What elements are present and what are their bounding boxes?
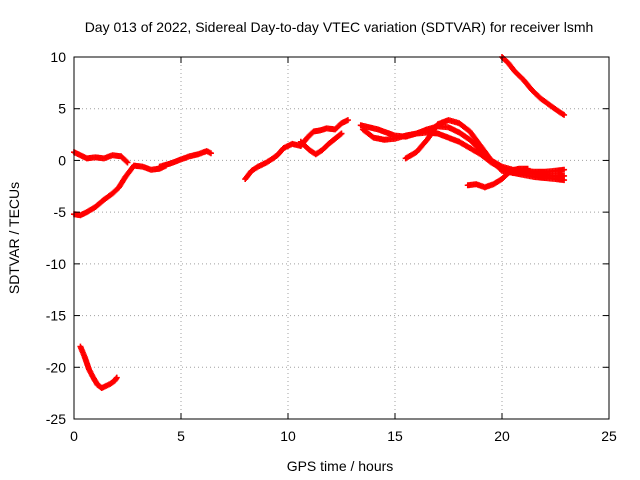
series-arc-2 (71, 162, 170, 219)
y-tick-label: -20 (46, 359, 66, 375)
data-markers (71, 54, 568, 391)
data-point (561, 111, 568, 118)
plot-frame (73, 56, 610, 420)
series-arc-5 (242, 117, 351, 183)
y-tick-label: 10 (50, 49, 66, 65)
axis-ticks: 0 5 10 15 20 25 -25 -20 -15 -10 -5 0 5 10 (46, 49, 617, 444)
y-tick-label: 5 (58, 101, 66, 117)
y-tick-label: -25 (46, 411, 66, 427)
y-tick-label: -5 (54, 204, 67, 220)
grid (74, 57, 609, 419)
data-point (561, 172, 568, 179)
x-tick-label: 5 (177, 428, 185, 444)
chart-title: Day 013 of 2022, Sidereal Day-to-day VTE… (85, 19, 594, 35)
series-arc-3 (77, 343, 120, 391)
data-point (344, 117, 351, 124)
data-point (338, 130, 345, 137)
x-tick-label: 25 (601, 428, 617, 444)
series-arc-1 (71, 149, 131, 166)
x-tick-label: 15 (387, 428, 403, 444)
data-point (337, 131, 344, 138)
series-arc-4 (156, 148, 214, 170)
y-tick-label: -10 (46, 256, 66, 272)
data-point (124, 159, 131, 166)
data-point (561, 166, 568, 173)
series-arc-10 (464, 165, 531, 191)
series-arc-11 (499, 54, 568, 118)
data-point (524, 165, 531, 172)
data-point (123, 158, 130, 165)
x-tick-label: 0 (70, 428, 78, 444)
series-arc-6 (297, 130, 345, 158)
y-axis-label: SDTVAR / TECUs (6, 182, 22, 294)
series-arc-7 (357, 122, 568, 175)
x-tick-label: 20 (494, 428, 510, 444)
y-tick-label: -15 (46, 308, 66, 324)
y-tick-label: 0 (58, 152, 66, 168)
x-tick-label: 10 (280, 428, 296, 444)
data-point (207, 150, 214, 157)
x-axis-label: GPS time / hours (287, 458, 394, 474)
data-point (113, 374, 120, 381)
